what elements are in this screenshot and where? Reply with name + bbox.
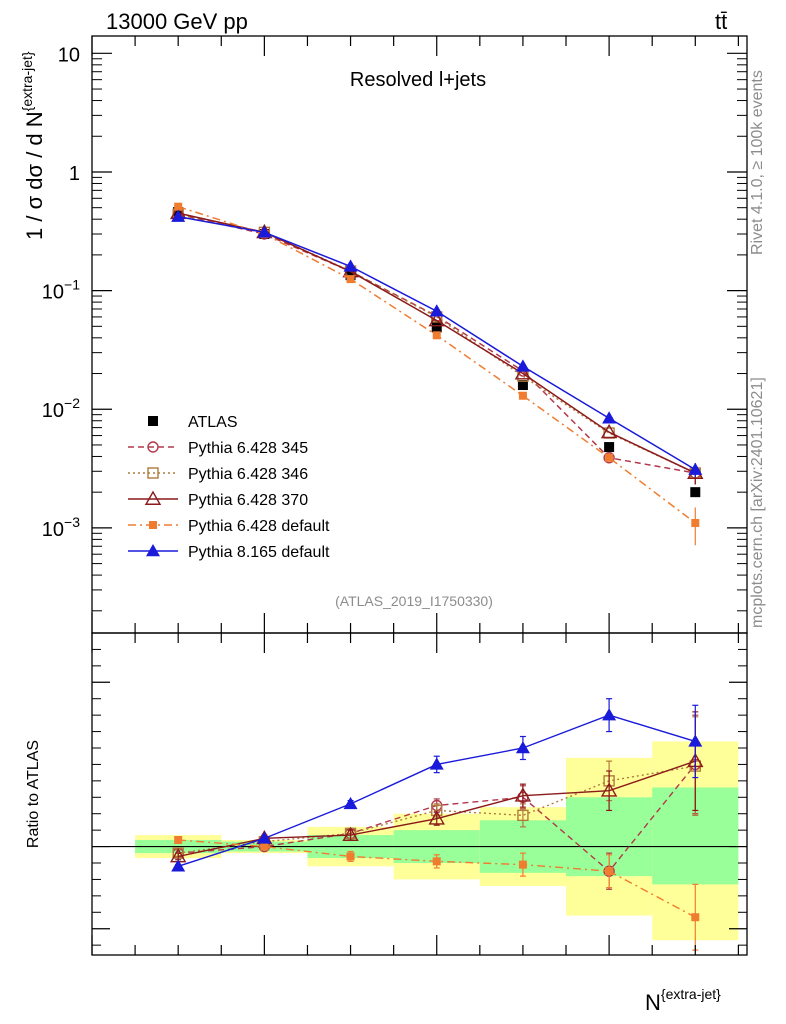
data-point: [257, 225, 272, 238]
ratio-series-4: [171, 698, 703, 872]
legend: ATLAS Pythia 6.428 345 Pythia 6.428 346 Pyt…: [128, 414, 330, 561]
ratio-point: [514, 787, 532, 802]
main-panel: Resolved l+jets (ATLAS_2019_I1750330) 1 …: [19, 35, 748, 634]
ratio-point: [171, 859, 186, 872]
data-point: [688, 462, 703, 475]
y-tick-label: 10−3: [42, 514, 80, 541]
y-tick-label: 10−2: [42, 395, 80, 422]
ratio-point: [688, 734, 703, 747]
y-tick-base: 10: [42, 282, 64, 304]
legend-label: ATLAS: [188, 414, 238, 431]
ratio-frame: [91, 632, 748, 956]
ratio-point: [515, 741, 530, 754]
data-point: [691, 518, 700, 527]
legend-item-1: Pythia 6.428 345: [128, 440, 308, 457]
process-label: tt̄: [715, 9, 727, 34]
y-tick-exponent: −1: [64, 277, 80, 293]
y-axis-label: 1 / σ dσ / d N{extra-jet}: [19, 51, 47, 240]
y-tick-base: 10: [42, 519, 64, 541]
ratio-point: [518, 860, 527, 869]
atlas-point: [690, 487, 701, 498]
data-point: [343, 259, 358, 272]
data-point: [346, 275, 355, 284]
ratio-point: [429, 757, 444, 770]
series-line: [178, 215, 696, 471]
legend-marker: [147, 467, 159, 479]
ratio-y-label: Ratio to ATLAS: [25, 740, 42, 848]
legend-item-3: Pythia 6.428 370: [128, 490, 308, 509]
ratio-point: [257, 831, 272, 844]
legend-marker: [149, 521, 157, 529]
y-tick-label: 10−1: [42, 277, 80, 304]
y-tick-base: 10: [42, 400, 64, 422]
y-tick-label: 1: [69, 163, 80, 185]
atlas-point: [431, 322, 442, 333]
data-point: [605, 453, 614, 462]
data-point: [429, 304, 444, 317]
data-point: [428, 312, 445, 327]
ratio-point: [605, 867, 614, 876]
y-tick-exponent: −2: [64, 395, 80, 411]
ratio-panel: Ratio to ATLAS N{extra-jet}: [25, 36, 748, 1015]
ratio-point: [260, 842, 269, 851]
ratio-point: [174, 836, 183, 844]
energy-label: 13000 GeV pp: [106, 9, 248, 34]
ratio-point: [691, 913, 700, 922]
ratio-point: [428, 810, 445, 825]
ratio-point: [346, 852, 355, 861]
ratio-point: [432, 857, 441, 866]
data-point: [432, 331, 441, 340]
series-line: [178, 213, 696, 474]
series-line: [178, 212, 696, 474]
data-point: [518, 391, 527, 400]
ratio-point: [517, 809, 529, 822]
atlas-point: [517, 380, 528, 391]
atlas-point: [604, 442, 615, 453]
legend-marker: [147, 441, 159, 453]
ratio-point: [342, 826, 359, 842]
data-point: [174, 202, 183, 211]
mcplots-label: mcplots.cern.ch [arXiv:2401.10621]: [749, 377, 766, 628]
legend-item-5: Pythia 8.165 default: [128, 544, 330, 561]
legend-label: Pythia 6.428 default: [188, 518, 330, 535]
data-point: [515, 359, 530, 372]
y-tick-base: 10: [58, 44, 80, 66]
ratio-point: [602, 708, 617, 721]
legend-label: Pythia 6.428 370: [188, 492, 308, 509]
ratio-point: [600, 782, 618, 797]
legend-label: Pythia 8.165 default: [188, 544, 330, 561]
legend-label: Pythia 6.428 345: [188, 440, 308, 457]
y-tick-exponent: −3: [64, 514, 80, 530]
series-4: [171, 209, 703, 478]
data-point: [602, 411, 617, 424]
analysis-id: (ATLAS_2019_I1750330): [335, 593, 493, 609]
ratio-point: [343, 796, 358, 810]
ratio-series-3: [174, 836, 700, 951]
y-tick-label: 10: [58, 44, 80, 66]
legend-item-0: ATLAS: [148, 414, 238, 431]
legend-marker: [144, 490, 162, 505]
legend-marker: [148, 416, 158, 426]
legend-label: Pythia 6.428 346: [188, 466, 308, 483]
data-point: [603, 452, 615, 464]
legend-marker: [146, 544, 160, 557]
rivet-label: Rivet 4.1.0, ≥ 100k events: [749, 70, 766, 255]
data-point: [171, 209, 186, 222]
series-line: [178, 213, 696, 474]
y-tick-base: 1: [69, 163, 80, 185]
chart-title: Resolved l+jets: [350, 69, 486, 91]
data-point: [514, 365, 532, 380]
x-axis-label: N{extra-jet}: [645, 986, 721, 1015]
data-point: [600, 423, 618, 439]
legend-item-4: Pythia 6.428 default: [128, 518, 330, 535]
legend-item-2: Pythia 6.428 346: [128, 466, 308, 483]
